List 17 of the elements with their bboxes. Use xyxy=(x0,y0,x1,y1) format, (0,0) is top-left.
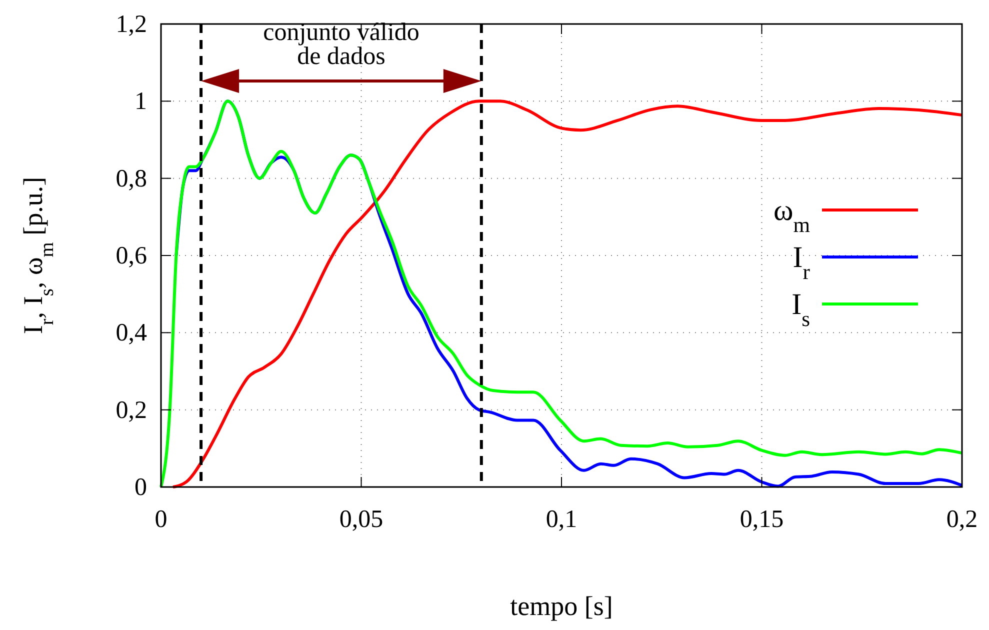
y-tick-label: 0,8 xyxy=(116,165,147,192)
legend-label: ω$_{m}$ xyxy=(773,194,810,237)
y-tick-label: 0 xyxy=(134,474,147,501)
y-tick-label: 0,6 xyxy=(116,242,147,270)
legend-label: I$_{r}$ xyxy=(792,241,810,284)
annotation: conjunto válido de dados xyxy=(263,19,420,70)
y-tick-label: 0,4 xyxy=(116,320,148,347)
x-tick-label: 0,15 xyxy=(740,506,784,533)
x-axis-title: tempo [s] xyxy=(510,591,613,621)
x-tick-label: 0,1 xyxy=(546,506,578,533)
x-tick-label: 0,2 xyxy=(946,506,978,533)
y-tick-label: 1 xyxy=(134,88,147,116)
legend-label: I$_{s}$ xyxy=(792,288,810,331)
y-tick-label: 0,2 xyxy=(116,396,147,424)
x-tick-label: 0 xyxy=(154,506,168,533)
y-tick-label: 1,2 xyxy=(116,11,147,38)
x-tick-label: 0,05 xyxy=(339,506,384,533)
